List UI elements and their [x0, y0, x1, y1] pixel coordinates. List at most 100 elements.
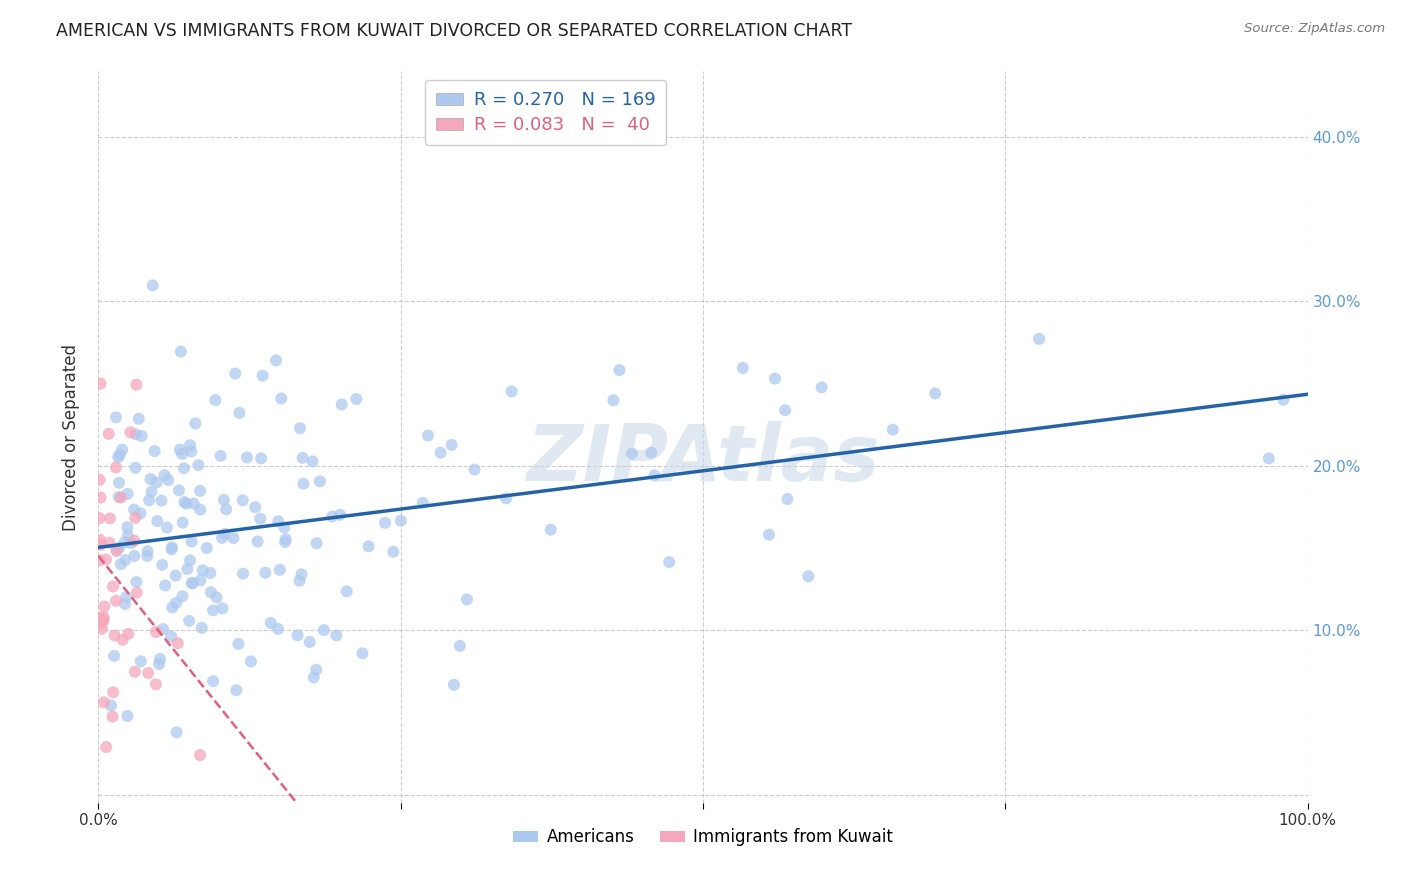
Point [249, 512, 271, 526]
Point [98, 535, 121, 549]
Point [172, 589, 194, 603]
Point [228, 406, 250, 420]
Point [117, 487, 139, 501]
Point [172, 447, 194, 461]
Point [495, 491, 517, 506]
Point [292, 476, 315, 491]
Point [157, 473, 180, 487]
Point [138, 493, 160, 508]
Point [1257, 451, 1279, 466]
Point [124, 549, 146, 563]
Point [142, 278, 165, 293]
Point [117, 709, 139, 723]
Point [124, 533, 146, 548]
Point [382, 545, 405, 559]
Point [160, 542, 183, 557]
Point [90, 622, 112, 636]
Point [329, 508, 352, 522]
Point [120, 425, 142, 440]
Point [209, 449, 232, 463]
Point [374, 516, 396, 530]
Point [160, 630, 183, 644]
Point [93, 610, 115, 624]
Point [443, 678, 465, 692]
Point [602, 393, 624, 408]
Point [117, 520, 139, 534]
Point [149, 652, 172, 666]
Point [225, 683, 247, 698]
Text: ZIPAtlas: ZIPAtlas [526, 421, 880, 497]
Point [797, 569, 820, 583]
Point [173, 495, 195, 509]
Point [188, 748, 211, 763]
Point [246, 534, 269, 549]
Point [172, 516, 194, 530]
Point [160, 541, 183, 555]
Point [117, 528, 139, 542]
Point [267, 514, 290, 528]
Point [124, 511, 146, 525]
Point [107, 450, 129, 465]
Point [180, 576, 202, 591]
Point [188, 502, 211, 516]
Point [312, 623, 335, 637]
Point [416, 428, 439, 442]
Point [658, 555, 681, 569]
Point [103, 685, 125, 699]
Point [136, 665, 159, 680]
Point [125, 585, 148, 599]
Point [93, 695, 115, 709]
Point [214, 527, 236, 541]
Point [763, 371, 786, 385]
Point [104, 628, 127, 642]
Point [152, 622, 174, 636]
Point [111, 632, 134, 647]
Point [148, 657, 170, 671]
Point [104, 410, 127, 425]
Point [1272, 392, 1295, 407]
Point [501, 384, 523, 399]
Point [169, 442, 191, 457]
Point [389, 514, 412, 528]
Point [336, 584, 359, 599]
Point [105, 594, 128, 608]
Point [731, 360, 754, 375]
Point [288, 574, 311, 588]
Point [120, 536, 142, 550]
Point [202, 603, 225, 617]
Y-axis label: Divorced or Separated: Divorced or Separated [62, 343, 80, 531]
Point [94, 552, 117, 566]
Point [205, 591, 228, 605]
Point [101, 580, 124, 594]
Point [330, 397, 353, 411]
Point [166, 725, 188, 739]
Point [117, 627, 139, 641]
Point [101, 709, 124, 723]
Point [124, 460, 146, 475]
Point [125, 427, 148, 442]
Point [204, 393, 226, 408]
Point [305, 536, 328, 550]
Point [170, 344, 193, 359]
Point [191, 563, 214, 577]
Point [245, 500, 267, 515]
Point [179, 553, 201, 567]
Point [103, 648, 125, 663]
Point [97, 426, 120, 441]
Point [125, 377, 148, 392]
Point [183, 497, 205, 511]
Point [773, 403, 796, 417]
Point [352, 646, 374, 660]
Point [211, 601, 233, 615]
Point [239, 655, 262, 669]
Point [173, 461, 195, 475]
Point [301, 454, 323, 468]
Point [440, 438, 463, 452]
Point [105, 544, 128, 558]
Point [357, 539, 380, 553]
Point [187, 458, 209, 472]
Point [90, 376, 112, 391]
Point [166, 636, 188, 650]
Point [174, 497, 197, 511]
Point [128, 412, 150, 426]
